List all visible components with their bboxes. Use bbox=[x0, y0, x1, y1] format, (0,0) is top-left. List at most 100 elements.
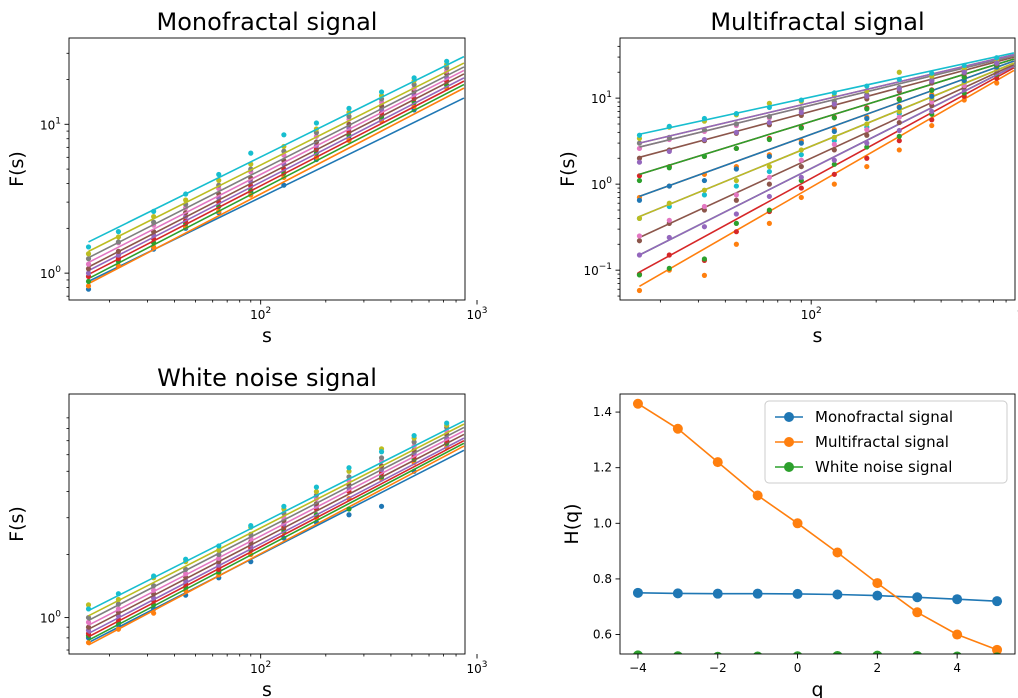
data-point bbox=[896, 127, 902, 134]
data-point bbox=[151, 583, 157, 589]
data-point bbox=[733, 197, 739, 203]
data-point bbox=[378, 455, 385, 461]
chart-panel-4: −4 −2 0 2 4 0.6 0.8 1.0 1.2 1.4 q H(q) Monofractal s… bbox=[561, 393, 1016, 698]
data-point bbox=[85, 278, 92, 285]
data-point bbox=[752, 490, 763, 501]
data-point bbox=[896, 147, 902, 153]
data-point bbox=[766, 100, 772, 106]
x-tick-label: 103 bbox=[467, 306, 488, 322]
data-point bbox=[792, 518, 803, 529]
data-point bbox=[115, 248, 122, 254]
legend-entry: Multifractal signal bbox=[815, 433, 949, 451]
data-point bbox=[994, 75, 1000, 81]
plot-area bbox=[636, 52, 1015, 294]
data-point bbox=[896, 114, 902, 120]
y-tick-label: 101 bbox=[40, 116, 61, 132]
data-point bbox=[216, 547, 222, 553]
y-tick-label: 101 bbox=[591, 90, 612, 106]
data-point bbox=[672, 423, 683, 434]
data-point bbox=[666, 234, 672, 241]
series-7 bbox=[85, 68, 465, 267]
data-point bbox=[798, 125, 804, 131]
legend-entry: White noise signal bbox=[815, 458, 952, 476]
chart-title: Monofractal signal bbox=[157, 8, 378, 36]
data-point bbox=[994, 55, 1000, 61]
data-point bbox=[85, 639, 92, 646]
data-point bbox=[864, 106, 870, 112]
data-point bbox=[673, 651, 683, 654]
series-5 bbox=[636, 63, 1015, 244]
data-point bbox=[798, 147, 804, 153]
data-point bbox=[701, 203, 708, 210]
series-5 bbox=[85, 435, 465, 635]
data-point bbox=[115, 252, 122, 258]
x-tick-label: 4 bbox=[953, 661, 961, 675]
data-point bbox=[701, 136, 708, 143]
fit-line bbox=[88, 426, 465, 622]
series-10 bbox=[85, 55, 465, 250]
data-point bbox=[281, 503, 287, 509]
x-tick-label: 102 bbox=[801, 306, 822, 322]
data-point bbox=[183, 556, 189, 562]
data-point bbox=[864, 144, 870, 150]
series-line bbox=[638, 655, 997, 657]
data-point bbox=[798, 163, 804, 170]
data-point bbox=[672, 588, 683, 599]
fit-line bbox=[88, 420, 465, 612]
chart-title: White noise signal bbox=[157, 364, 377, 392]
data-point bbox=[346, 512, 352, 518]
data-point bbox=[766, 163, 772, 170]
y-tick-label: 0.6 bbox=[593, 628, 612, 642]
data-point bbox=[151, 219, 157, 225]
data-point bbox=[701, 224, 708, 230]
data-point bbox=[216, 555, 222, 561]
data-point bbox=[733, 121, 739, 127]
data-point bbox=[701, 187, 708, 193]
fit-line bbox=[88, 439, 465, 638]
data-point bbox=[411, 439, 417, 445]
plot-area bbox=[85, 55, 465, 292]
data-point bbox=[929, 70, 935, 76]
data-point bbox=[216, 543, 222, 549]
data-point bbox=[115, 606, 122, 612]
x-tick-label: −2 bbox=[709, 661, 727, 675]
data-point bbox=[313, 129, 320, 136]
x-axis-label: s bbox=[262, 679, 272, 698]
data-point bbox=[864, 140, 870, 146]
data-point bbox=[701, 177, 708, 184]
y-tick-label: 1.4 bbox=[593, 405, 612, 419]
data-point bbox=[864, 115, 870, 122]
series-5 bbox=[85, 74, 465, 276]
data-point bbox=[85, 614, 92, 621]
data-point bbox=[831, 141, 837, 147]
fit-line bbox=[639, 53, 1015, 144]
data-point bbox=[636, 132, 643, 138]
series-18 bbox=[636, 52, 1015, 138]
data-point bbox=[929, 108, 935, 115]
x-axis-label: s bbox=[813, 325, 823, 347]
data-point bbox=[831, 147, 837, 153]
series-6 bbox=[85, 71, 465, 272]
y-tick-label: 1.0 bbox=[593, 516, 612, 530]
data-point bbox=[346, 506, 352, 512]
data-point bbox=[766, 153, 772, 160]
data-point bbox=[733, 192, 739, 198]
fit-line bbox=[88, 430, 465, 626]
data-point bbox=[666, 148, 672, 155]
chart-panel-2: 102 103 10−1 100 101 Multifractal signal s F(s) bbox=[557, 8, 1018, 347]
series-6 bbox=[85, 431, 465, 630]
data-point bbox=[992, 644, 1003, 654]
data-point bbox=[798, 140, 804, 146]
series-13 bbox=[636, 56, 1015, 161]
data-point bbox=[929, 78, 935, 84]
y-axis-label: F(s) bbox=[6, 506, 28, 542]
data-point bbox=[346, 468, 352, 474]
data-point bbox=[766, 104, 772, 111]
chart-panel-3: 102 103 100 White noise signal s F(s) bbox=[6, 364, 488, 698]
fit-line bbox=[639, 52, 1015, 136]
data-point bbox=[313, 484, 320, 490]
fit-line bbox=[88, 55, 465, 243]
y-tick-label: 10−1 bbox=[583, 262, 612, 278]
data-point bbox=[753, 651, 762, 654]
data-point bbox=[346, 105, 352, 111]
